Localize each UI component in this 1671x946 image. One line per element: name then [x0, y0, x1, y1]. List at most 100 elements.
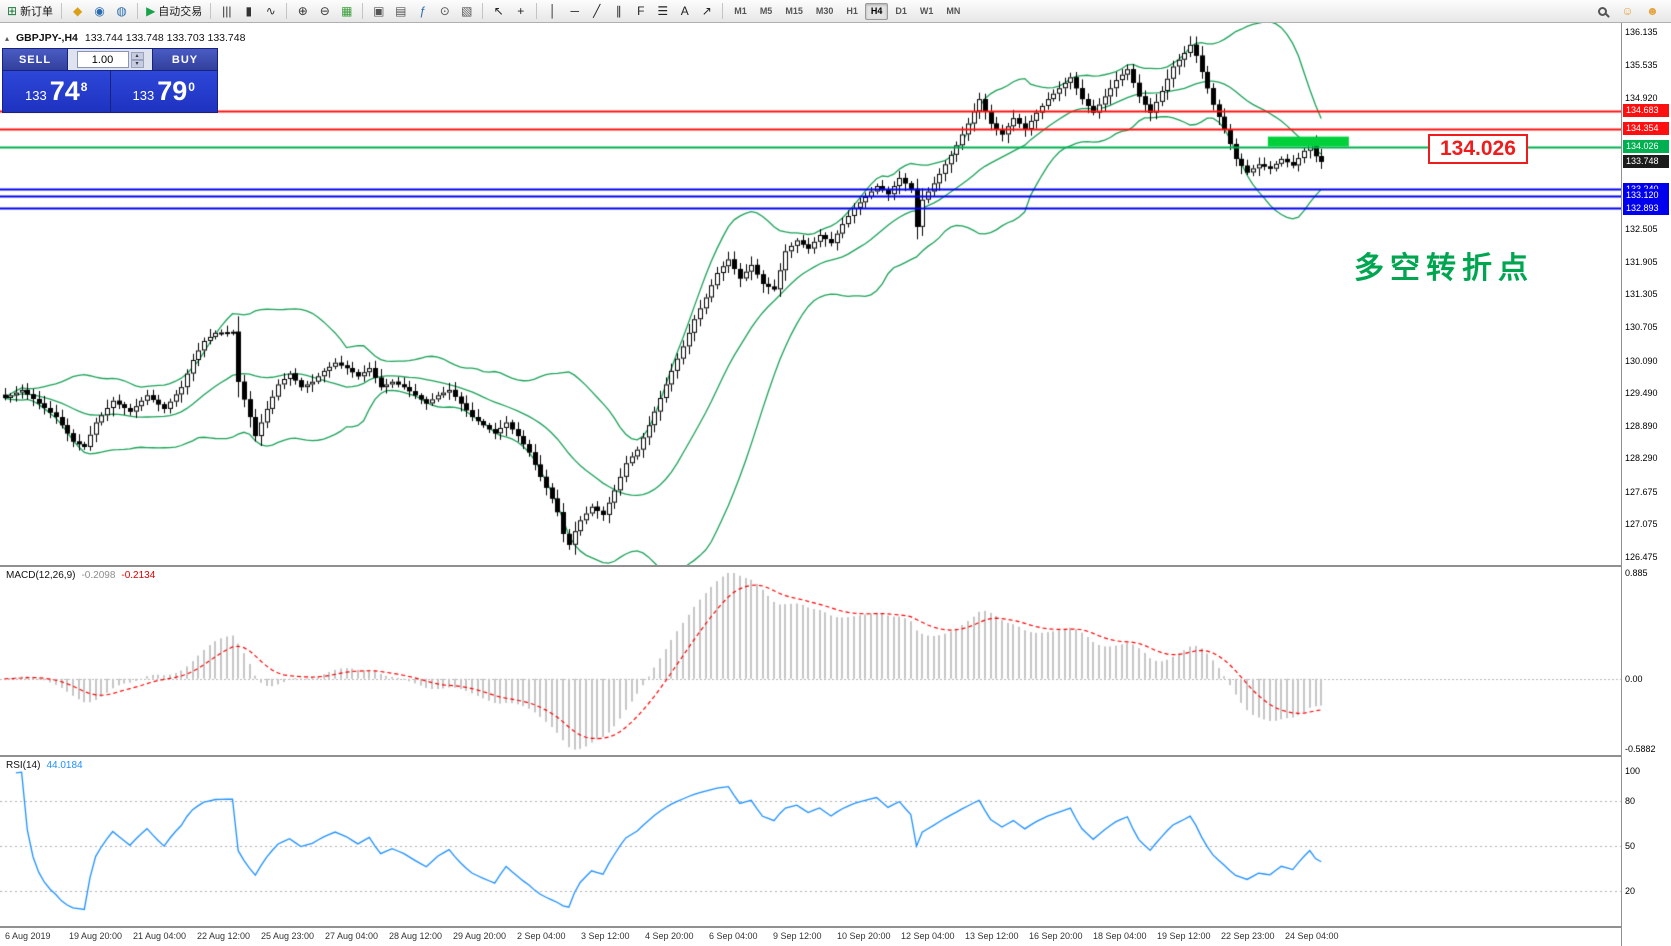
- timeframe-m15-button[interactable]: M15: [785, 5, 803, 16]
- arrange-left-button[interactable]: ▣: [368, 2, 389, 21]
- search-icon: [1598, 6, 1607, 16]
- smiley-1-button[interactable]: ☺: [1617, 2, 1638, 21]
- price-tick: 127.675: [1625, 487, 1658, 497]
- zoom-out-button[interactable]: ⊖: [314, 2, 335, 21]
- channel-button[interactable]: ∥: [608, 2, 629, 21]
- objects-list-icon: ☰: [657, 4, 669, 18]
- horizontal-line-icon: ─: [570, 4, 580, 18]
- templates-button[interactable]: ▧: [456, 2, 477, 21]
- objects-list-button[interactable]: ☰: [652, 2, 673, 21]
- arrange-right-button[interactable]: ▤: [390, 2, 411, 21]
- timeframe-w1-button[interactable]: W1: [919, 5, 934, 16]
- indicators-icon: ƒ: [419, 4, 427, 18]
- timeframe-h4-button[interactable]: H4: [864, 2, 889, 20]
- macd-signal-value: -0.2134: [121, 570, 156, 581]
- volume-up-button[interactable]: ▴: [130, 51, 144, 60]
- channel-icon: ∥: [615, 4, 622, 18]
- turning-point-label[interactable]: 多空转折点: [1354, 252, 1534, 285]
- new-order-label: 新订单: [20, 6, 54, 18]
- timeframe-m30-button[interactable]: M30: [815, 5, 834, 16]
- one-click-trading-panel: SELL ▴ ▾ BUY 133 74: [2, 48, 218, 113]
- arrange-left-icon: ▣: [373, 4, 385, 18]
- hline-price-badge: 134.026: [1623, 140, 1669, 153]
- new-order-button[interactable]: ⊞ 新订单: [4, 2, 56, 21]
- macd-scale-tick: 0.00: [1625, 674, 1643, 684]
- market-watch-button[interactable]: ◆: [67, 2, 88, 21]
- rsi-value: 44.0184: [46, 760, 83, 771]
- price-axis[interactable]: 136.135135.535134.920134.315133.710133.1…: [1621, 23, 1671, 946]
- sell-button[interactable]: SELL: [3, 49, 67, 70]
- time-tick-label: 28 Aug 12:00: [389, 931, 443, 941]
- macd-panel: MACD(12,26,9) -0.2098 -0.2134: [0, 567, 1621, 755]
- rsi-name: RSI(14): [6, 760, 41, 771]
- toolbar-separator: [722, 3, 724, 19]
- text-button[interactable]: A: [674, 2, 695, 21]
- arrow-tools-button[interactable]: ↗: [696, 2, 717, 21]
- price-chart-panel: ▴ GBPJPY-,H4 133.744 133.748 133.703 133…: [0, 23, 1621, 565]
- time-tick-label: 9 Sep 12:00: [773, 931, 822, 941]
- line-chart-button[interactable]: ∿: [260, 2, 281, 21]
- buy-button[interactable]: BUY: [153, 49, 217, 70]
- volume-box: ▴ ▾: [68, 49, 152, 70]
- chart-plots: ▴ GBPJPY-,H4 133.744 133.748 133.703 133…: [0, 23, 1621, 946]
- time-tick-label: 19 Sep 12:00: [1157, 931, 1211, 941]
- smiley-2-button[interactable]: ☻: [1642, 2, 1663, 21]
- timeframe-m5-button[interactable]: M5: [759, 5, 773, 16]
- autotrading-button[interactable]: ▶ 自动交易: [143, 2, 205, 21]
- bid-point: 8: [80, 79, 88, 94]
- rsi-scale-tick: 20: [1625, 886, 1636, 896]
- vertical-line-icon: │: [549, 4, 557, 18]
- cursor-button[interactable]: ↖: [488, 2, 509, 21]
- bid-price[interactable]: 133 74 8: [3, 71, 110, 112]
- horizontal-line-button[interactable]: ─: [564, 2, 585, 21]
- data-window-button[interactable]: ◉: [89, 2, 110, 21]
- time-tick-label: 10 Sep 20:00: [837, 931, 891, 941]
- arrange-right-icon: ▤: [395, 4, 407, 18]
- candlestick-chart-button[interactable]: ▮: [238, 2, 259, 21]
- trendline-button[interactable]: ╱: [586, 2, 607, 21]
- ask-base: 133: [132, 88, 155, 103]
- panel-splitter[interactable]: [0, 926, 1621, 928]
- crosshair-button[interactable]: +: [510, 2, 531, 21]
- bar-chart-button[interactable]: |||: [216, 2, 237, 21]
- timeframe-d1-button[interactable]: D1: [895, 5, 907, 16]
- timeframe-m1-button[interactable]: M1: [734, 5, 747, 16]
- time-tick-label: 2 Sep 04:00: [517, 931, 566, 941]
- chart-window: ▴ GBPJPY-,H4 133.744 133.748 133.703 133…: [0, 23, 1671, 946]
- symbol-info: ▴ GBPJPY-,H4 133.744 133.748 133.703 133…: [5, 32, 245, 44]
- zoom-in-button[interactable]: ⊕: [292, 2, 313, 21]
- toolbar-separator: [362, 3, 364, 19]
- timeframe-mn-button[interactable]: MN: [946, 5, 961, 16]
- toolbar-separator: [286, 3, 288, 19]
- macd-canvas[interactable]: [0, 567, 1621, 755]
- indicators-button[interactable]: ƒ: [412, 2, 433, 21]
- panel-splitter[interactable]: [0, 755, 1621, 757]
- price-chart-canvas[interactable]: [0, 23, 1621, 565]
- fibonacci-button[interactable]: F: [630, 2, 651, 21]
- collapse-toggle-icon[interactable]: ▴: [5, 33, 10, 43]
- vertical-line-button[interactable]: │: [542, 2, 563, 21]
- tile-windows-button[interactable]: ▦: [336, 2, 357, 21]
- rsi-scale-tick: 100: [1625, 766, 1641, 776]
- ask-pips: 79: [157, 76, 188, 106]
- ask-point: 0: [188, 79, 195, 94]
- timeframe-h1-button[interactable]: H1: [846, 5, 858, 16]
- rsi-panel: RSI(14) 44.0184: [0, 757, 1621, 926]
- time-tick-label: 27 Aug 04:00: [325, 931, 379, 941]
- periods-button[interactable]: ⊙: [434, 2, 455, 21]
- smiley-2-icon: ☻: [1646, 4, 1659, 18]
- text-icon: A: [680, 4, 689, 18]
- macd-scale-tick: -0.5882: [1625, 744, 1656, 754]
- volume-input[interactable]: [76, 51, 129, 68]
- toolbar-separator: [210, 3, 212, 19]
- panel-splitter[interactable]: [0, 565, 1621, 567]
- search-button[interactable]: [1592, 2, 1613, 21]
- price-annotation-box[interactable]: 134.026: [1428, 134, 1528, 164]
- navigator-button[interactable]: ◍: [111, 2, 132, 21]
- rsi-canvas[interactable]: [0, 757, 1621, 926]
- time-axis[interactable]: 6 Aug 2019 19 Aug 20:00 21 Aug 04:00 22 Aug…: [0, 928, 1621, 946]
- volume-down-button[interactable]: ▾: [130, 59, 144, 68]
- time-tick-label: 13 Sep 12:00: [965, 931, 1019, 941]
- ask-price[interactable]: 133 79 0: [110, 71, 217, 112]
- price-tick: 130.705: [1625, 322, 1658, 332]
